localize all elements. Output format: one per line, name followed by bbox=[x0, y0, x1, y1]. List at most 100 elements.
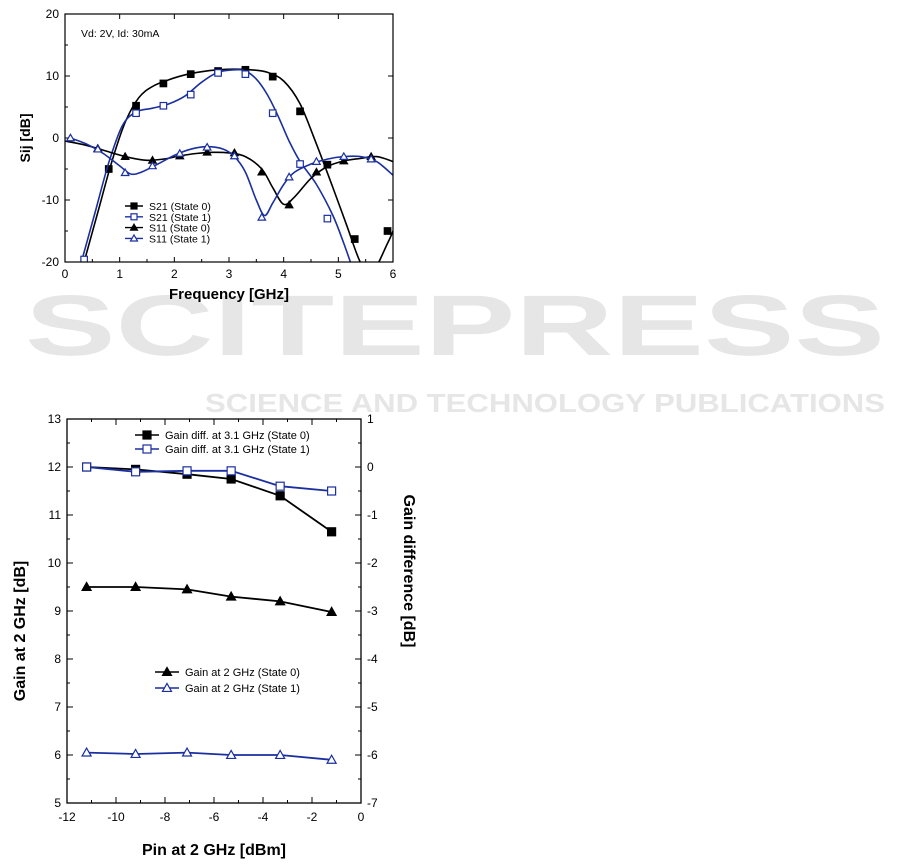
y2-tick-label: -5 bbox=[367, 700, 378, 714]
data-point bbox=[81, 746, 93, 757]
legend-label-3: S11 (State 1) bbox=[149, 233, 210, 245]
y-tick-label: 11 bbox=[49, 508, 62, 522]
data-point bbox=[214, 69, 222, 77]
data-point bbox=[131, 467, 141, 477]
data-point bbox=[327, 486, 337, 496]
y-tick-label: 8 bbox=[54, 652, 61, 666]
data-point bbox=[284, 172, 294, 181]
y2-tick-label: -2 bbox=[367, 556, 378, 570]
x-tick-label: -8 bbox=[160, 810, 171, 824]
legend-marker-2 bbox=[129, 222, 139, 231]
x-tick-label: -10 bbox=[107, 810, 125, 824]
legend-label-3: Gain at 2 GHz (State 1) bbox=[185, 683, 300, 695]
data-point bbox=[159, 79, 168, 88]
data-point bbox=[130, 581, 142, 592]
series-line-0 bbox=[83, 68, 393, 262]
data-point bbox=[147, 160, 158, 170]
data-point bbox=[268, 109, 277, 118]
data-point bbox=[326, 606, 338, 616]
data-point bbox=[81, 581, 93, 592]
data-point bbox=[311, 167, 322, 176]
data-point bbox=[186, 90, 195, 99]
y-tick-label: 9 bbox=[54, 604, 61, 618]
x-tick-label: 1 bbox=[116, 267, 123, 281]
legend-label-1: Gain diff. at 3.1 GHz (State 1) bbox=[165, 444, 310, 456]
watermark-main: SCITEPRESS bbox=[25, 278, 885, 374]
data-point bbox=[120, 167, 130, 177]
data-point bbox=[268, 72, 277, 81]
data-point bbox=[93, 144, 103, 153]
series-line-1 bbox=[86, 466, 332, 492]
data-point bbox=[225, 749, 237, 760]
plot-frame bbox=[64, 13, 394, 263]
data-point bbox=[159, 101, 168, 110]
legend-marker-0 bbox=[142, 430, 152, 440]
y-tick-label: 10 bbox=[48, 556, 62, 570]
y2-tick-label: -3 bbox=[367, 604, 378, 618]
y2-axis-title: Gain difference [dB] bbox=[400, 495, 417, 648]
y-tick-label: 6 bbox=[54, 748, 61, 762]
data-point bbox=[202, 142, 212, 151]
data-point bbox=[311, 156, 322, 165]
y-tick-label: 20 bbox=[46, 7, 60, 21]
data-point bbox=[275, 481, 285, 491]
data-point bbox=[326, 754, 338, 764]
series-line-3 bbox=[70, 137, 393, 217]
data-point bbox=[132, 101, 140, 110]
chart-annotation: Vd: 2V, Id: 30mA bbox=[81, 28, 159, 40]
y-axis-title: Gain at 2 GHz [dB] bbox=[12, 561, 29, 701]
data-point bbox=[350, 235, 359, 243]
legend-label-0: Gain diff. at 3.1 GHz (State 0) bbox=[165, 430, 310, 442]
data-point bbox=[104, 165, 113, 173]
data-point bbox=[274, 595, 286, 606]
legend-marker-2 bbox=[161, 666, 173, 677]
legend-marker-0 bbox=[130, 202, 138, 210]
data-point bbox=[130, 748, 142, 759]
data-point bbox=[226, 466, 236, 476]
legend-marker-3 bbox=[161, 682, 173, 693]
y2-tick-label: 1 bbox=[367, 412, 374, 426]
chart-s-parameters: 0 1 2 3 4 5 6 -20 -10 0 10 20 Vd: 2V, Id: 30mA S21 (S… bbox=[17, 7, 397, 303]
y-tick-label: 13 bbox=[48, 412, 62, 426]
data-point bbox=[241, 70, 250, 78]
x-tick-label: 3 bbox=[226, 267, 233, 281]
data-point bbox=[226, 474, 236, 484]
x-tick-label: 0 bbox=[358, 810, 365, 824]
data-point bbox=[80, 255, 88, 262]
data-point bbox=[181, 746, 193, 757]
legend-label-2: Gain at 2 GHz (State 0) bbox=[185, 667, 300, 679]
data-point bbox=[182, 466, 192, 476]
data-point bbox=[181, 583, 193, 594]
legend-label-0: S21 (State 0) bbox=[149, 201, 211, 213]
y-tick-label: -20 bbox=[42, 255, 60, 269]
data-point bbox=[339, 151, 349, 160]
chart-gain-vs-pin: -12 -10 -8 -6 -4 -2 05678910111213-7-6-5-4-3-2… bbox=[12, 412, 417, 859]
data-point bbox=[296, 160, 304, 168]
x-tick-label: 5 bbox=[335, 267, 342, 281]
x-tick-label: -4 bbox=[258, 810, 269, 824]
data-point bbox=[275, 491, 285, 501]
legend-marker-1 bbox=[142, 444, 152, 454]
data-point bbox=[257, 167, 267, 176]
y-axis-title: Sij [dB] bbox=[17, 114, 33, 163]
data-point bbox=[186, 70, 195, 78]
data-point bbox=[175, 148, 185, 157]
series-line-0 bbox=[86, 466, 333, 533]
watermark-sub: SCIENCE AND TECHNOLOGY PUBLICATIONS bbox=[205, 388, 885, 418]
plot-frame bbox=[66, 418, 362, 804]
series-line-2 bbox=[86, 586, 332, 613]
x-tick-label: 0 bbox=[62, 267, 69, 281]
x-tick-label: 6 bbox=[390, 267, 397, 281]
y2-tick-label: -1 bbox=[367, 508, 378, 522]
x-axis-title: Frequency [GHz] bbox=[169, 286, 289, 303]
data-point bbox=[383, 227, 392, 235]
legend-marker-1 bbox=[130, 213, 138, 221]
y2-tick-label: -4 bbox=[367, 652, 378, 666]
x-tick-label: -2 bbox=[307, 810, 318, 824]
data-point bbox=[327, 527, 337, 537]
y-tick-label: -10 bbox=[42, 193, 60, 207]
y-tick-label: 12 bbox=[48, 460, 62, 474]
data-point bbox=[257, 212, 267, 221]
x-tick-label: -12 bbox=[58, 810, 76, 824]
